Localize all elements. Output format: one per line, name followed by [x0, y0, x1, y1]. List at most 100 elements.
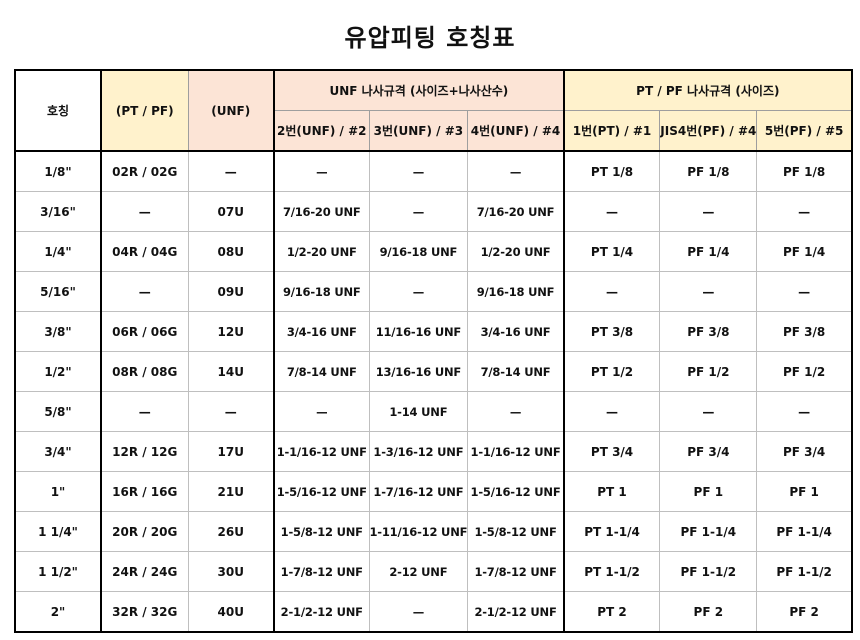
table-cell: 1-5/16-12 UNF [467, 471, 565, 512]
table-cell: 1/4" [14, 231, 102, 272]
table-cell: 2-12 UNF [368, 551, 469, 592]
table-cell: 7/8-14 UNF [273, 351, 370, 392]
table-row: 3/8" 06R / 06G 12U 3/4-16 UNF 11/16-16 UNF 3/… [14, 311, 853, 352]
table-cell: PF 1/4 [659, 231, 758, 272]
table-cell: PF 1/8 [756, 150, 853, 192]
table-cell: 06R / 06G [100, 311, 189, 352]
table-cell: 20R / 20G [100, 511, 189, 552]
table-cell: 1-5/8-12 UNF [273, 511, 370, 552]
table-row: 5/16" —09U 9/16-18 UNF —9/16-18 UNF — — — [14, 271, 853, 312]
table-row: 3/16" —07U 7/16-20 UNF —7/16-20 UNF — — — [14, 191, 853, 232]
table-cell: 12R / 12G [100, 431, 189, 472]
table-cell: PF 1-1/4 [659, 511, 758, 552]
table-cell: 3/4" [14, 431, 102, 472]
table-cell: 17U [187, 431, 275, 472]
page-title: 유압피팅 호칭표 [344, 24, 516, 52]
fitting-size-table: 호칭 (PT / PF) (UNF) UNF 나사규격 (사이즈+나사산수) P… [14, 69, 853, 633]
table-row: 1 1/2" 24R / 24G 30U 1-7/8-12 UNF 2-12 UNF 1-… [14, 551, 853, 592]
table-cell: 40U [187, 591, 275, 633]
table-cell: 1-1/16-12 UNF [467, 431, 565, 472]
table-cell: PF 1 [659, 471, 758, 512]
table-cell: — [562, 271, 661, 312]
subheader: 2번(UNF) / #2 [273, 110, 370, 152]
table-cell: 04R / 04G [100, 231, 189, 272]
table-cell: 07U [187, 191, 275, 232]
table-cell: 5/8" [14, 391, 102, 432]
table-cell: 5/16" [14, 271, 102, 312]
table-cell: 1-5/16-12 UNF [273, 471, 370, 512]
table-cell: 2" [14, 591, 102, 633]
table-cell: 11/16-16 UNF [368, 311, 469, 352]
table-cell: PT 1-1/4 [562, 511, 661, 552]
table-cell: 1/8" [14, 150, 102, 192]
table-cell: — [756, 391, 853, 432]
table-cell: 3/4-16 UNF [273, 311, 370, 352]
table-row: 5/8" — — —1-14 UNF — — — — [14, 391, 853, 432]
table-cell: 24R / 24G [100, 551, 189, 592]
table-cell: 30U [187, 551, 275, 592]
table-cell: PF 1/8 [659, 150, 758, 192]
header-pt-pf: (PT / PF) [100, 69, 189, 152]
table-cell: 02R / 02G [100, 150, 189, 192]
table-cell: 16R / 16G [100, 471, 189, 512]
table-cell: 1-14 UNF [368, 391, 469, 432]
header-name: 호칭 [14, 69, 102, 152]
table-cell: — [467, 150, 565, 192]
table-cell: PT 2 [562, 591, 661, 633]
table-row: 3/4" 12R / 12G 17U 1-1/16-12 UNF 1-3/16-12 U… [14, 431, 853, 472]
table-cell: 14U [187, 351, 275, 392]
table-row: 1/4" 04R / 04G 08U 1/2-20 UNF 9/16-18 UNF 1/2… [14, 231, 853, 272]
table-cell: 3/4-16 UNF [467, 311, 565, 352]
table-cell: PT 1/2 [562, 351, 661, 392]
table-cell: 32R / 32G [100, 591, 189, 633]
table-cell: PF 1-1/2 [659, 551, 758, 592]
table-cell: 21U [187, 471, 275, 512]
table-cell: PF 3/8 [659, 311, 758, 352]
table-cell: — [273, 391, 370, 432]
table-cell: — [100, 191, 189, 232]
table-cell: — [187, 391, 275, 432]
table-cell: — [368, 591, 469, 633]
table-cell: — [467, 391, 565, 432]
table-cell: 2-1/2-12 UNF [467, 591, 565, 633]
table-cell: 1" [14, 471, 102, 512]
table-cell: 9/16-18 UNF [368, 231, 469, 272]
table-cell: 1 1/2" [14, 551, 102, 592]
table-cell: PT 3/8 [562, 311, 661, 352]
table-cell: 1/2-20 UNF [467, 231, 565, 272]
table-cell: 3/8" [14, 311, 102, 352]
table-cell: PT 1/4 [562, 231, 661, 272]
table-cell: PF 1/2 [659, 351, 758, 392]
table-cell: 1-5/8-12 UNF [467, 511, 565, 552]
table-cell: — [368, 191, 469, 232]
table-cell: — [273, 150, 370, 192]
header-group-unf: UNF 나사규격 (사이즈+나사산수) [273, 69, 565, 111]
table-row: 1/8" 02R / 02G — — — — PT 1/8 PF 1/8 PF 1/8 [14, 150, 853, 192]
table-cell: 08U [187, 231, 275, 272]
table-cell: 7/16-20 UNF [273, 191, 370, 232]
table-cell: 3/16" [14, 191, 102, 232]
table-cell: PF 1-1/4 [756, 511, 853, 552]
header-unf: (UNF) [187, 69, 275, 152]
table-cell: PF 1/4 [756, 231, 853, 272]
table-row: 1/2" 08R / 08G 14U 7/8-14 UNF 13/16-16 UNF 7/… [14, 351, 853, 392]
subheader: JIS4번(PF) / #4 [659, 110, 758, 152]
table-cell: — [756, 191, 853, 232]
table-cell: 1-1/16-12 UNF [273, 431, 370, 472]
table-cell: 9/16-18 UNF [273, 271, 370, 312]
table-cell: — [368, 271, 469, 312]
subheader: 4번(UNF) / #4 [467, 110, 565, 152]
table-cell: 7/16-20 UNF [467, 191, 565, 232]
table-cell: PF 3/4 [659, 431, 758, 472]
subheader: 5번(PF) / #5 [756, 110, 853, 152]
table-cell: PT 1 [562, 471, 661, 512]
table-cell: — [659, 191, 758, 232]
header-group-pt: PT / PF 나사규격 (사이즈) [562, 69, 853, 111]
table-cell: 2-1/2-12 UNF [273, 591, 370, 633]
table-cell: — [562, 391, 661, 432]
table-row: 1" 16R / 16G 21U 1-5/16-12 UNF 1-7/16-12 UNF… [14, 471, 853, 512]
table-row: 2" 32R / 32G 40U 2-1/2-12 UNF —2-1/2-12 UNF P… [14, 591, 853, 633]
table-cell: — [100, 271, 189, 312]
table-cell: 1/2-20 UNF [273, 231, 370, 272]
subheader: 3번(UNF) / #3 [368, 110, 469, 152]
